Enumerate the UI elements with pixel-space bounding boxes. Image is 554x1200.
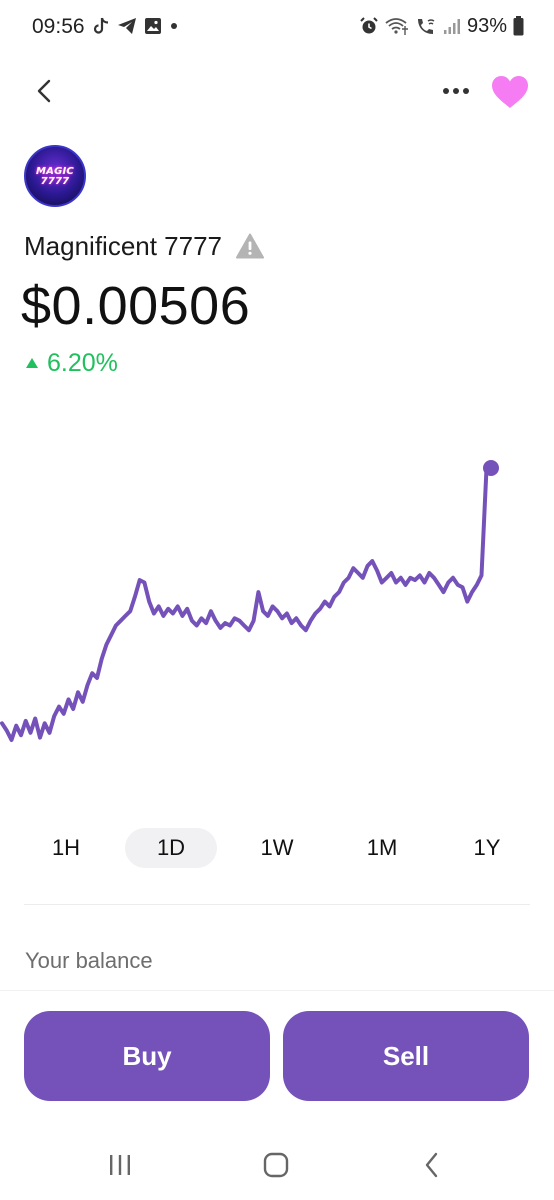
tab-1w[interactable]: 1W <box>260 835 294 860</box>
status-time: 09:56 <box>32 15 85 38</box>
status-left-icons <box>92 14 179 38</box>
buy-button[interactable]: Buy <box>24 1011 270 1101</box>
token-name: Magnificent 7777 <box>24 230 223 261</box>
chevron-left-icon <box>37 79 51 103</box>
battery-icon <box>513 16 524 36</box>
battery-percent: 93% <box>466 14 507 37</box>
sell-button[interactable]: Sell <box>283 1011 529 1101</box>
divider <box>24 904 530 905</box>
signal-icon <box>443 19 460 34</box>
back-button[interactable] <box>28 74 60 108</box>
tab-1m[interactable]: 1M <box>366 835 398 860</box>
home-button[interactable] <box>256 1148 296 1182</box>
notification-dot-icon <box>171 23 177 29</box>
chart-series-line <box>0 466 493 742</box>
heart-icon <box>492 76 528 108</box>
tab-1d[interactable]: 1D <box>125 828 217 868</box>
navigation-bar <box>0 1130 554 1200</box>
token-logo: MAGIC 7777 <box>24 145 86 207</box>
nav-back-button[interactable] <box>412 1148 452 1182</box>
token-price: $0.00506 <box>21 276 251 336</box>
token-logo-text-line1: MAGIC <box>36 166 74 177</box>
tab-1y[interactable]: 1Y <box>473 835 501 860</box>
recent-apps-icon <box>110 1155 130 1175</box>
status-right-icons: 93% <box>359 14 524 38</box>
balance-label: Your balance <box>25 948 153 973</box>
gallery-icon <box>145 18 161 34</box>
token-name-row: Magnificent 7777 <box>24 229 265 263</box>
warning-triangle-icon[interactable] <box>236 233 265 259</box>
action-bar: Buy Sell <box>0 990 554 1118</box>
timeframe-tabs: 1H 1D 1W 1M 1Y <box>0 828 554 872</box>
triangle-up-icon <box>26 358 38 368</box>
token-logo-text-line2: 7777 <box>40 176 70 187</box>
price-change: 6.20% <box>25 348 118 378</box>
more-options-button[interactable] <box>437 78 475 104</box>
price-chart[interactable] <box>0 395 554 805</box>
telegram-icon <box>118 18 136 34</box>
alarm-icon <box>360 17 378 34</box>
tiktok-icon <box>93 17 109 34</box>
home-icon <box>263 1152 289 1178</box>
tab-1h[interactable]: 1H <box>51 835 81 860</box>
back-icon <box>425 1152 438 1178</box>
wifi-calling-icon <box>385 18 408 35</box>
chart-last-point <box>483 460 499 476</box>
favorite-button[interactable] <box>490 74 530 110</box>
recent-apps-button[interactable] <box>100 1148 140 1182</box>
status-bar: 09:56 <box>0 0 554 52</box>
price-change-value: 6.20% <box>47 348 118 377</box>
call-wifi-icon <box>417 19 435 34</box>
more-dots-icon <box>443 88 469 94</box>
